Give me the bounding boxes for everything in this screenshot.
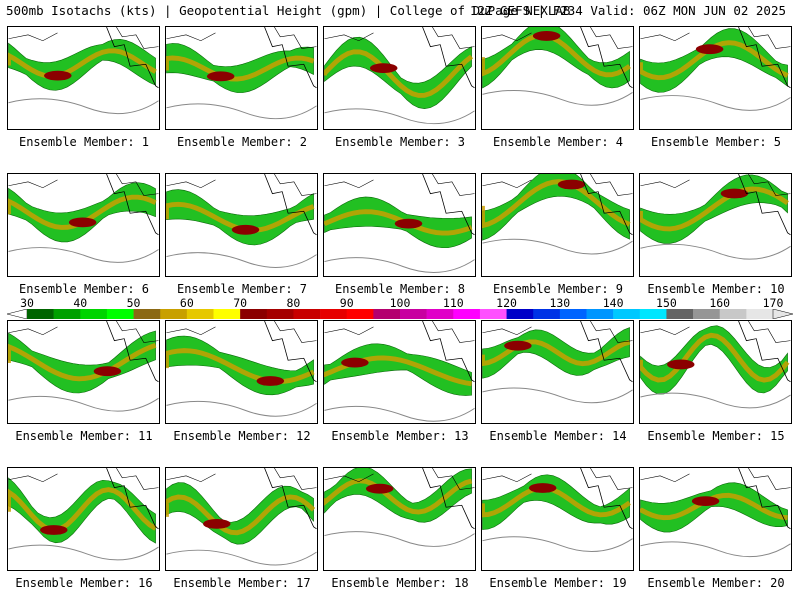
colorbar-segment — [133, 309, 161, 319]
colorbar-segment — [613, 309, 641, 319]
ensemble-member-label: Ensemble Member: 10 — [647, 282, 785, 296]
colorbar-tick-label: 150 — [656, 296, 677, 310]
ensemble-map-panel-1 — [7, 26, 160, 130]
ensemble-member-label: Ensemble Member: 6 — [18, 282, 150, 296]
colorbar-segment — [320, 309, 348, 319]
chart-header-title: 500mb Isotachs (kts) | Geopotential Heig… — [6, 3, 571, 18]
ensemble-map-panel-16 — [7, 467, 160, 571]
ensemble-member-label: Ensemble Member: 20 — [647, 576, 785, 590]
ensemble-map-panel-19 — [481, 467, 634, 571]
colorbar-segment — [80, 309, 108, 319]
colorbar-segment — [266, 309, 294, 319]
colorbar-tick-label: 130 — [549, 296, 571, 310]
ensemble-member-label: Ensemble Member: 8 — [334, 282, 466, 296]
ensemble-member-label: Ensemble Member: 17 — [173, 576, 311, 590]
ensemble-map-panel-17 — [165, 467, 318, 571]
ensemble-map-panel-14 — [481, 320, 634, 424]
colorbar-segment — [719, 309, 747, 319]
colorbar-segment — [240, 309, 268, 319]
ensemble-member-label: Ensemble Member: 16 — [15, 576, 153, 590]
colorbar-tick-label: 80 — [286, 296, 301, 310]
colorbar-tick-label: 70 — [233, 296, 248, 310]
colorbar-tick-label: 60 — [179, 296, 194, 310]
colorbar-segment — [666, 309, 694, 319]
ensemble-map-panel-7 — [165, 173, 318, 277]
colorbar-segment — [746, 309, 774, 319]
colorbar-segment — [693, 309, 721, 319]
colorbar-segment — [506, 309, 534, 319]
colorbar-segment — [186, 309, 214, 319]
colorbar-tick-label: 170 — [762, 296, 784, 310]
ensemble-member-label: Ensemble Member: 5 — [650, 135, 782, 149]
ensemble-map-panel-3 — [323, 26, 476, 130]
ensemble-map-panel-13 — [323, 320, 476, 424]
colorbar-segment — [639, 309, 667, 319]
ensemble-member-label: Ensemble Member: 18 — [331, 576, 469, 590]
ensemble-member-label: Ensemble Member: 4 — [492, 135, 624, 149]
colorbar-segment — [346, 309, 374, 319]
colorbar-tick-label: 120 — [496, 296, 517, 310]
ensemble-map-panel-2 — [165, 26, 318, 130]
ensemble-member-label: Ensemble Member: 3 — [334, 135, 466, 149]
ensemble-member-label: Ensemble Member: 2 — [176, 135, 308, 149]
colorbar-segment — [479, 309, 507, 319]
colorbar-segment — [213, 309, 241, 319]
colorbar-segment — [453, 309, 481, 319]
ensemble-map-panel-18 — [323, 467, 476, 571]
ensemble-member-label: Ensemble Member: 11 — [15, 429, 153, 443]
ensemble-member-label: Ensemble Member: 1 — [18, 135, 150, 149]
ensemble-map-panel-15 — [639, 320, 792, 424]
colorbar-segment — [53, 309, 81, 319]
colorbar-right-arrow — [772, 309, 793, 319]
colorbar-tick-label: 100 — [389, 296, 411, 310]
ensemble-member-label: Ensemble Member: 14 — [489, 429, 627, 443]
colorbar-segment — [400, 309, 427, 319]
ensemble-member-label: Ensemble Member: 9 — [492, 282, 624, 296]
colorbar-segment — [559, 309, 587, 319]
colorbar-segment — [533, 309, 561, 319]
colorbar-segment — [586, 309, 614, 319]
ensemble-map-panel-10 — [639, 173, 792, 277]
colorbar-segment — [373, 309, 401, 319]
ensemble-map-panel-6 — [7, 173, 160, 277]
colorbar-segment — [426, 309, 454, 319]
ensemble-map-panel-12 — [165, 320, 318, 424]
colorbar-segment — [293, 309, 321, 319]
colorbar-segment — [106, 309, 134, 319]
colorbar-tick-label: 30 — [20, 296, 34, 310]
colorbar-tick-label: 40 — [73, 296, 88, 310]
ensemble-member-label: Ensemble Member: 13 — [331, 429, 469, 443]
isotach-colorbar — [7, 309, 793, 319]
ensemble-member-label: Ensemble Member: 19 — [489, 576, 627, 590]
ensemble-map-panel-9 — [481, 173, 634, 277]
ensemble-map-panel-5 — [639, 26, 792, 130]
ensemble-member-label: Ensemble Member: 12 — [173, 429, 311, 443]
colorbar-tick-label: 160 — [709, 296, 731, 310]
ensemble-member-label: Ensemble Member: 15 — [647, 429, 785, 443]
ensemble-map-panel-20 — [639, 467, 792, 571]
colorbar-segment — [160, 309, 188, 319]
colorbar-tick-label: 110 — [442, 296, 464, 310]
colorbar-tick-label: 90 — [339, 296, 354, 310]
ensemble-map-panel-8 — [323, 173, 476, 277]
colorbar-segment — [27, 309, 54, 319]
chart-header-run-info: 12Z GEFS | F234 Valid: 06Z MON JUN 02 20… — [469, 3, 786, 18]
ensemble-map-panel-4 — [481, 26, 634, 130]
colorbar-tick-label: 50 — [126, 296, 141, 310]
colorbar-left-arrow — [7, 309, 28, 319]
colorbar-tick-label: 140 — [602, 296, 624, 310]
ensemble-map-panel-11 — [7, 320, 160, 424]
ensemble-member-label: Ensemble Member: 7 — [176, 282, 308, 296]
